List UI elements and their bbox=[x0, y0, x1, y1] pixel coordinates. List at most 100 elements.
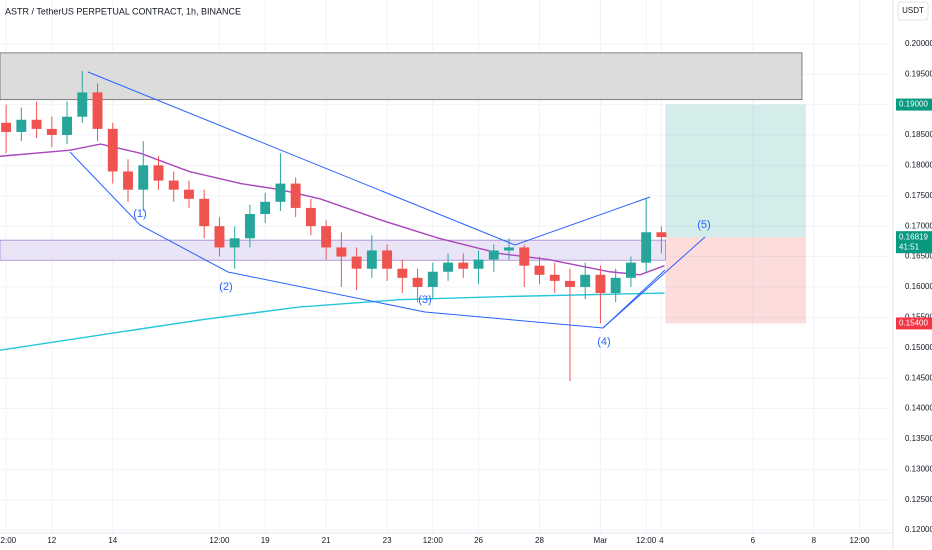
plot-area bbox=[0, 0, 890, 533]
candle-body bbox=[321, 226, 332, 248]
candle-body bbox=[62, 116, 73, 135]
candle-body bbox=[504, 247, 514, 251]
candle-body bbox=[336, 247, 347, 257]
x-tick-label: 28 bbox=[535, 536, 544, 545]
candle-body bbox=[138, 165, 149, 190]
x-tick-label: Mar bbox=[594, 536, 608, 545]
y-tick-label: 0.13500 bbox=[905, 434, 932, 443]
candle-body bbox=[168, 180, 179, 190]
x-tick-label: 4 bbox=[659, 536, 664, 545]
candle-body bbox=[366, 250, 377, 269]
price-tag bbox=[896, 98, 932, 111]
y-tick-label: 0.16500 bbox=[905, 252, 932, 261]
candle-body bbox=[1, 122, 12, 132]
x-tick-label: 21 bbox=[322, 536, 331, 545]
candle-body bbox=[641, 232, 652, 263]
wave-line bbox=[602, 269, 666, 329]
zone bbox=[0, 52, 803, 101]
candle-body bbox=[625, 262, 636, 278]
x-tick-label: 12:00 bbox=[850, 536, 871, 545]
candle-body bbox=[488, 250, 499, 260]
candle-body bbox=[382, 250, 393, 269]
candle-body bbox=[244, 214, 255, 239]
candle-body bbox=[214, 226, 225, 248]
y-tick-label: 0.16000 bbox=[905, 282, 932, 291]
wave-label: (5) bbox=[697, 219, 710, 231]
x-tick-label: 23 bbox=[383, 536, 392, 545]
candle-body bbox=[16, 119, 27, 132]
y-tick-label: 0.18500 bbox=[905, 130, 932, 139]
candle-body bbox=[351, 256, 362, 269]
y-tick-label: 0.19500 bbox=[905, 69, 932, 78]
price-tag-label: 0.16819 bbox=[899, 232, 928, 241]
x-tick-label: 12:00 bbox=[0, 536, 17, 545]
x-tick-label: 12:00 bbox=[636, 536, 657, 545]
y-tick-label: 0.13000 bbox=[905, 464, 932, 473]
candle-body bbox=[275, 183, 286, 202]
countdown: 41:51 bbox=[899, 242, 920, 251]
trend-lines bbox=[69, 71, 706, 329]
candle-body bbox=[92, 92, 103, 129]
candle-body bbox=[473, 259, 484, 269]
price-tag-label: 0.19000 bbox=[899, 100, 928, 109]
chart-title: ASTR / TetherUS PERPETUAL CONTRACT, 1h, … bbox=[5, 6, 241, 16]
price-tag-label: 0.15400 bbox=[899, 319, 928, 328]
y-tick-label: 0.18000 bbox=[905, 160, 932, 169]
candle-body bbox=[534, 265, 545, 275]
y-tick-label: 0.14500 bbox=[905, 373, 932, 382]
upper-wedge-line bbox=[87, 71, 651, 246]
y-tick-label: 0.15500 bbox=[905, 312, 932, 321]
x-tick-label: 12 bbox=[47, 536, 56, 545]
currency-button[interactable] bbox=[897, 1, 929, 21]
candle-body bbox=[412, 277, 423, 287]
x-tick-label: 12:00 bbox=[209, 536, 230, 545]
x-tick-label: 19 bbox=[261, 536, 270, 545]
lower-wedge-line bbox=[69, 151, 706, 329]
y-tick-label: 0.17500 bbox=[905, 191, 932, 200]
price-tag bbox=[896, 317, 932, 330]
candle-body bbox=[549, 274, 560, 281]
candle-body bbox=[199, 198, 210, 227]
y-tick-label: 0.17000 bbox=[905, 221, 932, 230]
candle-body bbox=[305, 207, 316, 227]
moving-average bbox=[0, 292, 665, 351]
candle-body bbox=[229, 238, 240, 248]
candle-body bbox=[656, 232, 667, 238]
x-tick-label: 12:00 bbox=[423, 536, 444, 545]
loss-zone bbox=[665, 237, 806, 324]
candle-body bbox=[31, 119, 42, 129]
y-tick-label: 0.14000 bbox=[905, 404, 932, 413]
profit-zone bbox=[665, 104, 806, 238]
zone bbox=[0, 239, 666, 261]
price-tag bbox=[896, 231, 932, 254]
candle-body bbox=[565, 280, 575, 287]
candle-body bbox=[443, 262, 454, 272]
wave-label: (3) bbox=[418, 294, 431, 306]
candle-body bbox=[46, 128, 57, 135]
candle-body bbox=[153, 165, 164, 181]
candle-body bbox=[290, 183, 301, 208]
y-tick-label: 0.12000 bbox=[905, 525, 932, 534]
currency-label: USDT bbox=[902, 6, 924, 15]
candle-body bbox=[123, 171, 133, 190]
x-tick-label: 6 bbox=[751, 536, 756, 545]
y-tick-label: 0.15000 bbox=[905, 343, 932, 352]
candle-body bbox=[458, 262, 469, 269]
wave-label: (4) bbox=[597, 336, 610, 348]
x-tick-label: 14 bbox=[108, 536, 117, 545]
wave-label: (1) bbox=[133, 208, 146, 220]
x-tick-label: 8 bbox=[812, 536, 817, 545]
candle-body bbox=[77, 92, 88, 117]
candle-body bbox=[519, 247, 530, 266]
candle-body bbox=[427, 271, 438, 287]
candle-body bbox=[397, 268, 408, 278]
candle-body bbox=[595, 274, 606, 294]
candle-body bbox=[107, 128, 118, 172]
candle-body bbox=[610, 277, 621, 294]
candle-body bbox=[260, 201, 271, 214]
y-tick-label: 0.12500 bbox=[905, 495, 932, 504]
wave-label: (2) bbox=[219, 281, 232, 293]
y-tick-label: 0.20000 bbox=[905, 39, 932, 48]
x-tick-label: 26 bbox=[474, 536, 483, 545]
